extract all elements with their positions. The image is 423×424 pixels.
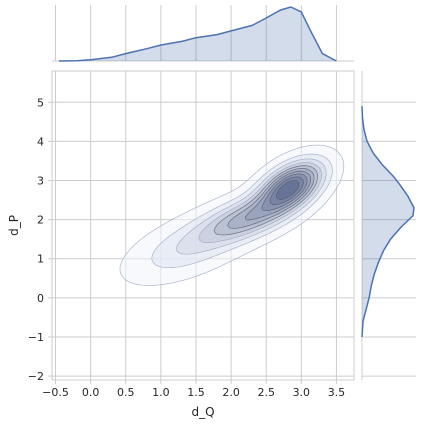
joint-frame bbox=[51, 70, 355, 381]
x-tick-label: 1.0 bbox=[152, 386, 170, 399]
top-marginal-density-fill bbox=[59, 7, 337, 61]
x-tick-label: 1.5 bbox=[187, 386, 205, 399]
right-marginal-density-line bbox=[361, 106, 415, 338]
y-tick-label: 3 bbox=[37, 175, 44, 188]
y-tick-label: 5 bbox=[37, 96, 44, 109]
x-tick-label: 2.5 bbox=[257, 386, 275, 399]
top-marginal-plot bbox=[52, 5, 354, 62]
x-axis-title: d_Q bbox=[191, 405, 214, 419]
y-tick-label: 4 bbox=[37, 135, 44, 148]
right-marginal-plot bbox=[361, 71, 416, 380]
kde-contour-line bbox=[151, 153, 333, 269]
y-axis-title: d_P bbox=[7, 215, 21, 236]
kde-contour-line bbox=[213, 165, 318, 236]
kde-contour-line bbox=[176, 158, 327, 255]
kde-contour-fill bbox=[276, 180, 300, 200]
kde-contours bbox=[119, 144, 345, 286]
x-tick-label: 3.0 bbox=[293, 386, 311, 399]
x-tick-label: 3.5 bbox=[328, 386, 346, 399]
y-tick-label: −2 bbox=[28, 370, 44, 383]
kde-contour-line bbox=[261, 173, 308, 212]
y-tick-label: 2 bbox=[37, 214, 44, 227]
y-tick-label: 1 bbox=[37, 253, 44, 266]
x-tick-label: −0.5 bbox=[42, 386, 69, 399]
y-tick-label: −1 bbox=[28, 331, 44, 344]
x-tick-label: 0.5 bbox=[117, 386, 135, 399]
kde-contour-line bbox=[119, 144, 345, 286]
y-tick-label: 0 bbox=[37, 292, 44, 305]
kde-contour-line bbox=[198, 162, 322, 243]
top-marginal-density-line bbox=[58, 6, 337, 62]
kde-contour-line bbox=[275, 179, 300, 200]
kde-contour-line bbox=[244, 170, 311, 221]
kde-contour-line bbox=[269, 176, 304, 206]
right-marginal-density-fill bbox=[362, 106, 414, 337]
x-tick-label: 2.0 bbox=[222, 386, 240, 399]
kde-contour-line bbox=[227, 168, 315, 229]
joint-plot: −0.5 0.0 0.5 1.0 1.5 2.0 2.5 3.0 3.5 −2 −1 0 1 2 3 4 5 bbox=[28, 70, 355, 399]
x-tick-label: 0.0 bbox=[82, 386, 100, 399]
